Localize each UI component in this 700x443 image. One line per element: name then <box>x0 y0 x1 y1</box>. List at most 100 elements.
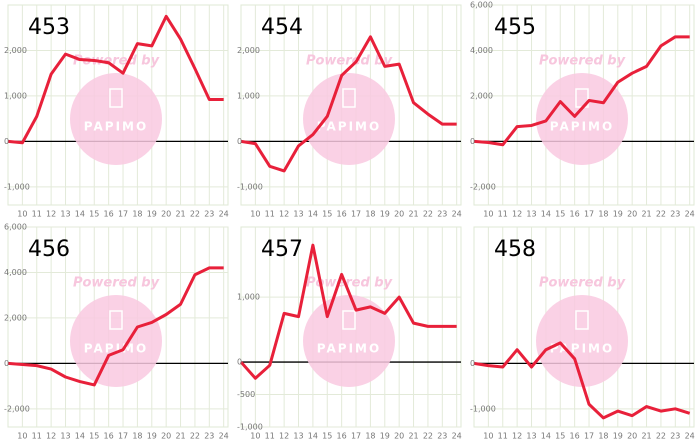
watermark-text: Powered by <box>539 276 626 291</box>
chart-title: 453 <box>28 15 70 40</box>
x-tick-label: 21 <box>641 210 651 219</box>
y-tick-label: 0 <box>4 137 9 146</box>
x-tick-label: 10 <box>250 210 260 219</box>
x-tick-label: 19 <box>613 432 623 441</box>
x-tick-label: 24 <box>452 432 462 441</box>
x-tick-label: 21 <box>408 432 418 441</box>
watermark-circle <box>303 295 395 387</box>
chart-title: 454 <box>261 15 303 40</box>
y-tick-label: 0 <box>237 137 242 146</box>
watermark-text: Powered by <box>306 276 393 291</box>
x-tick-label: 15 <box>322 432 332 441</box>
y-tick-label: -1,000 <box>4 182 30 191</box>
x-tick-label: 18 <box>598 210 608 219</box>
watermark-circle <box>70 295 162 387</box>
y-tick-label: 1,000 <box>237 293 260 302</box>
x-tick-label: 20 <box>394 432 404 441</box>
x-tick-label: 10 <box>483 432 493 441</box>
x-tick-label: 23 <box>670 210 680 219</box>
x-tick-label: 22 <box>656 432 666 441</box>
x-tick-label: 18 <box>365 210 375 219</box>
watermark-text: Powered by <box>73 54 160 69</box>
x-tick-label: 19 <box>380 210 390 219</box>
watermark-circle <box>70 73 162 165</box>
watermark-text: Powered by <box>306 54 393 69</box>
x-tick-label: 23 <box>437 210 447 219</box>
series-line <box>473 341 691 420</box>
y-tick-label: 6,000 <box>470 1 493 10</box>
y-tick-label: 2,000 <box>470 91 493 100</box>
y-tick-label: 2,000 <box>4 46 27 55</box>
x-tick-label: 17 <box>584 210 594 219</box>
x-tick-label: 20 <box>161 432 171 441</box>
y-tick-label: 0 <box>4 359 9 368</box>
x-tick-label: 12 <box>279 210 289 219</box>
y-tick-label: -1,000 <box>237 182 263 191</box>
x-tick-label: 11 <box>32 210 42 219</box>
watermark-icon <box>342 310 356 330</box>
x-tick-label: 22 <box>423 210 433 219</box>
x-tick-label: 10 <box>17 432 27 441</box>
x-tick-label: 11 <box>498 432 508 441</box>
series-line <box>7 266 224 387</box>
x-tick-label: 20 <box>627 210 637 219</box>
x-tick-label: 23 <box>204 432 214 441</box>
watermark-text: Powered by <box>73 276 160 291</box>
series-line <box>240 35 457 173</box>
x-tick-label: 18 <box>132 432 142 441</box>
x-tick-label: 18 <box>132 210 142 219</box>
x-tick-label: 16 <box>337 210 347 219</box>
x-tick-label: 13 <box>293 432 303 441</box>
watermark-logo: PAPIMO <box>317 120 381 134</box>
panel: PAPIMO Powered by 6,000 4,000 2,000 0 -2,000 10… <box>470 1 695 219</box>
x-tick-label: 15 <box>555 210 565 219</box>
y-tick-label: -2,000 <box>4 404 30 413</box>
watermark-icon <box>342 88 356 108</box>
x-tick-label: 21 <box>408 210 418 219</box>
chart-title: 458 <box>494 237 536 262</box>
chart-title: 455 <box>494 15 536 40</box>
y-tick-label: -1,000 <box>237 423 263 432</box>
x-tick-label: 15 <box>89 432 99 441</box>
x-tick-label: 22 <box>656 210 666 219</box>
x-tick-label: 24 <box>219 210 229 219</box>
y-tick-label: -2,000 <box>470 182 496 191</box>
x-tick-label: 11 <box>498 210 508 219</box>
y-tick-label: -500 <box>237 390 255 399</box>
x-tick-label: 11 <box>32 432 42 441</box>
watermark-icon <box>109 310 123 330</box>
x-tick-label: 21 <box>175 210 185 219</box>
y-tick-label: -1,000 <box>470 404 496 413</box>
x-tick-label: 17 <box>351 432 361 441</box>
x-tick-label: 24 <box>452 210 462 219</box>
series-line <box>7 14 224 145</box>
x-tick-label: 23 <box>437 432 447 441</box>
x-tick-label: 14 <box>308 210 318 219</box>
x-tick-label: 20 <box>161 210 171 219</box>
x-tick-label: 16 <box>104 210 114 219</box>
y-tick-label: 1,000 <box>4 91 27 100</box>
watermark-logo: PAPIMO <box>550 120 614 134</box>
x-tick-label: 19 <box>380 432 390 441</box>
watermark-logo: PAPIMO <box>317 342 381 356</box>
x-tick-label: 15 <box>555 432 565 441</box>
x-tick-label: 22 <box>190 210 200 219</box>
y-tick-label: 0 <box>470 359 475 368</box>
watermark-icon <box>575 310 589 330</box>
watermark-circle <box>536 73 628 165</box>
x-tick-label: 10 <box>483 210 493 219</box>
x-tick-label: 14 <box>541 210 551 219</box>
x-tick-label: 19 <box>613 210 623 219</box>
x-tick-label: 13 <box>60 432 70 441</box>
x-tick-label: 21 <box>641 432 651 441</box>
x-tick-label: 11 <box>265 210 275 219</box>
x-tick-label: 14 <box>308 432 318 441</box>
x-tick-label: 12 <box>512 210 522 219</box>
x-tick-label: 12 <box>512 432 522 441</box>
x-tick-label: 23 <box>670 432 680 441</box>
watermark-icon <box>109 88 123 108</box>
panel: PAPIMO Powered by 2,000 1,000 0 -1,000 10 11 12 1… <box>4 4 229 219</box>
watermark-text: Powered by <box>539 54 626 69</box>
x-tick-label: 21 <box>175 432 185 441</box>
